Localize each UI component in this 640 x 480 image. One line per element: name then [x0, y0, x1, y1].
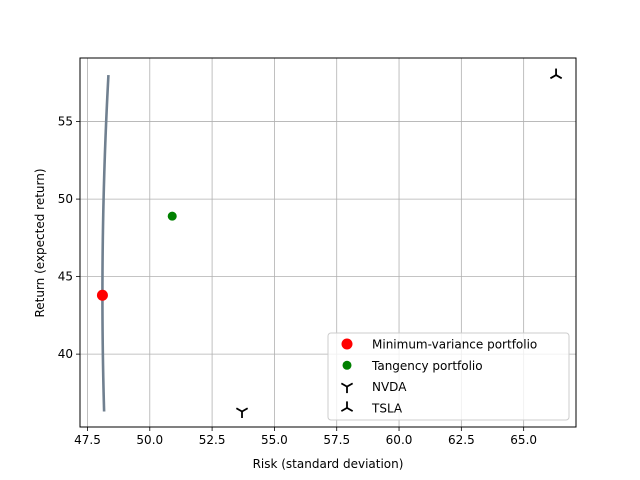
plot-frame	[79, 57, 577, 428]
x-tick-label: 52.5	[199, 433, 226, 447]
point-tangency-portfolio	[167, 211, 177, 221]
legend-marker	[341, 338, 353, 350]
y-tick-label: 40	[58, 347, 73, 361]
point-minimum-variance-portfolio	[96, 289, 108, 301]
x-axis-label: Risk (standard deviation)	[253, 457, 404, 471]
legend: Minimum-variance portfolio Tangency portf…	[327, 332, 570, 421]
x-tick-label: 47.5	[74, 433, 101, 447]
x-tick-label: 50.0	[136, 433, 163, 447]
x-tick-label: 62.5	[448, 433, 475, 447]
legend-box	[327, 332, 570, 421]
grid	[80, 58, 576, 427]
x-axis: 47.5 50.0 52.5 55.0 57.5 60.0 62.5 65.0	[74, 427, 537, 447]
y-tick-label: 45	[58, 270, 73, 284]
y-axis-label: Return (expected return)	[33, 168, 47, 317]
point-nvda	[235, 407, 249, 418]
legend-marker	[340, 382, 354, 394]
y-axis: 40 45 50 55	[58, 115, 80, 361]
efficient-frontier	[101, 74, 110, 412]
y-tick-label: 50	[58, 192, 73, 206]
x-tick-label: 60.0	[386, 433, 413, 447]
legend-marker	[342, 360, 352, 370]
frontier-line	[101, 74, 110, 412]
points	[96, 68, 563, 418]
legend-label: NVDA	[372, 380, 407, 394]
legend-marker	[340, 401, 354, 412]
legend-label: TSLA	[371, 401, 403, 415]
x-tick-label: 57.5	[323, 433, 350, 447]
x-tick-label: 65.0	[510, 433, 537, 447]
x-tick-label: 55.0	[261, 433, 288, 447]
legend-label: Minimum-variance portfolio	[372, 338, 537, 352]
point-tsla	[549, 68, 563, 80]
legend-label: Tangency portfolio	[371, 359, 483, 373]
y-tick-label: 55	[58, 115, 73, 129]
